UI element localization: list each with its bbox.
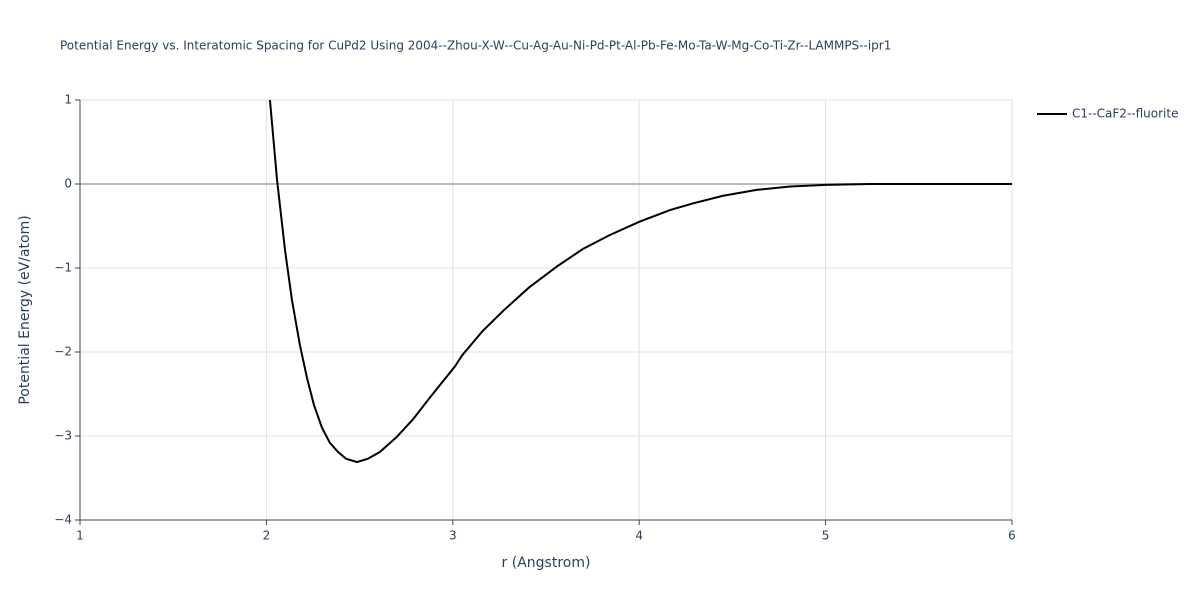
y-tick-label: 1 <box>64 93 72 107</box>
x-tick-label: 1 <box>76 529 84 543</box>
x-tick-label: 6 <box>1008 529 1016 543</box>
y-axis-label: Potential Energy (eV/atom) <box>17 215 33 404</box>
x-tick-label: 3 <box>449 529 457 543</box>
x-tick-label: 4 <box>635 529 643 543</box>
y-tick-label: −4 <box>54 513 72 527</box>
x-tick-label: 2 <box>263 529 271 543</box>
line-series <box>268 99 1012 464</box>
y-tick-label: −3 <box>54 429 72 443</box>
y-tick-label: −2 <box>54 345 72 359</box>
legend-label: C1--CaF2--fluorite <box>1072 107 1178 121</box>
x-axis-label: r (Angstrom) <box>502 555 591 571</box>
chart-title: Potential Energy vs. Interatomic Spacing… <box>60 39 891 53</box>
y-tick-label: 0 <box>64 177 72 191</box>
y-tick-label: −1 <box>54 261 72 275</box>
x-tick-label: 5 <box>822 529 830 543</box>
